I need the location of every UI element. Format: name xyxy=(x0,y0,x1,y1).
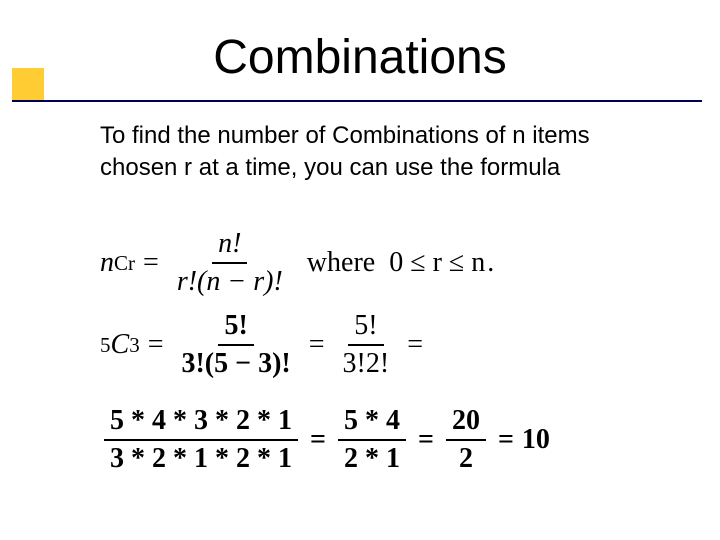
denominator: r!(n − r)! xyxy=(171,264,289,298)
eq-sign: = xyxy=(407,329,423,361)
page-title: Combinations xyxy=(213,31,506,84)
denominator: 3!(5 − 3)! xyxy=(175,346,296,380)
denominator: 3 * 2 * 1 * 2 * 1 xyxy=(104,441,298,475)
numerator: n! xyxy=(212,228,247,264)
var-r: r xyxy=(128,251,135,276)
val-3: 3 xyxy=(129,333,140,358)
formula-example-step1: 5 C 3 = 5! 3!(5 − 3)! = 5! 3!2! = xyxy=(100,310,431,380)
numerator: 5! xyxy=(218,310,253,346)
fraction-expand: 5 * 4 * 3 * 2 * 1 3 * 2 * 1 * 2 * 1 xyxy=(104,405,298,475)
fraction-sub2: 5! 3!2! xyxy=(337,310,396,380)
numerator: 5 * 4 * 3 * 2 * 1 xyxy=(104,405,298,441)
eq-sign: = xyxy=(418,424,434,456)
where-label: where xyxy=(307,247,375,279)
eq-sign: = xyxy=(143,247,159,279)
fraction-final: 20 2 xyxy=(446,405,486,475)
formula-general: n C r = n! r!(n − r)! where 0 ≤ r ≤ n . xyxy=(100,228,494,298)
denominator: 3!2! xyxy=(337,346,396,380)
body-text: To find the number of Combinations of n … xyxy=(100,120,640,185)
condition: 0 ≤ r ≤ n xyxy=(389,247,485,279)
numerator: 5! xyxy=(348,310,383,346)
eq-sign: = xyxy=(309,329,325,361)
sym-C: C xyxy=(114,251,128,276)
sym-C: C xyxy=(111,329,130,361)
denominator: 2 * 1 xyxy=(338,441,406,475)
eq-sign: = xyxy=(148,329,164,361)
fraction-sub1: 5! 3!(5 − 3)! xyxy=(175,310,296,380)
numerator: 20 xyxy=(446,405,486,441)
denominator: 2 xyxy=(453,441,479,475)
var-n: n xyxy=(100,247,114,279)
title-row: Combinations xyxy=(0,30,720,85)
condition-text: 0 ≤ r ≤ n xyxy=(389,247,485,278)
fraction-reduce: 5 * 4 2 * 1 xyxy=(338,405,406,475)
eq-sign: = xyxy=(498,424,514,456)
period: . xyxy=(487,247,494,279)
val-5: 5 xyxy=(100,333,111,358)
eq-sign: = xyxy=(310,424,326,456)
fraction-general: n! r!(n − r)! xyxy=(171,228,289,298)
result: 10 xyxy=(522,424,550,456)
numerator: 5 * 4 xyxy=(338,405,406,441)
formula-example-step2: 5 * 4 * 3 * 2 * 1 3 * 2 * 1 * 2 * 1 = 5 … xyxy=(100,405,550,475)
title-underline xyxy=(12,100,702,102)
